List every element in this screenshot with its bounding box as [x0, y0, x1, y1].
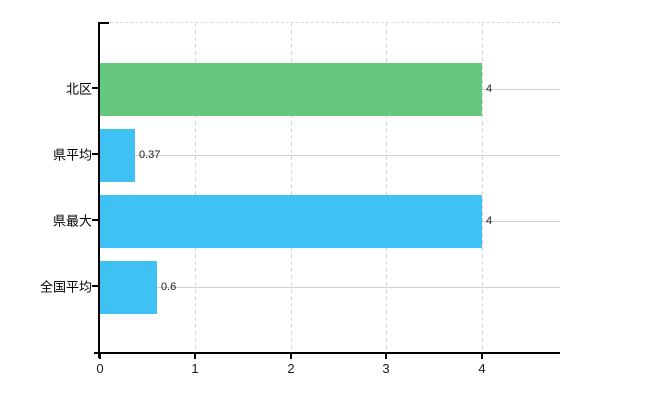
x-axis-tick-label: 3 [382, 361, 390, 376]
y-axis-label: 北区 [65, 81, 92, 97]
y-axis-label: 全国平均 [39, 279, 92, 295]
x-axis-tick [481, 354, 483, 359]
x-axis-tick [99, 354, 101, 359]
x-axis-line [94, 352, 560, 354]
bar [100, 261, 157, 314]
x-gridline [386, 23, 387, 352]
bar [100, 195, 482, 248]
x-axis-tick [290, 354, 292, 359]
category-gridline [100, 287, 560, 288]
y-axis-tick [92, 219, 98, 221]
x-gridline [195, 23, 196, 352]
x-axis-tick-label: 2 [287, 361, 295, 376]
x-axis-tick-label: 1 [191, 361, 199, 376]
y-axis-label: 県平均 [52, 147, 92, 163]
bar [100, 63, 482, 116]
y-axis-top-cap [98, 22, 109, 24]
y-axis-tick [92, 87, 98, 89]
x-axis-tick-label: 0 [96, 361, 104, 376]
y-axis-tick [92, 153, 98, 155]
y-axis-label: 県最大 [52, 213, 92, 229]
x-axis-tick-label: 4 [478, 361, 486, 376]
x-axis-tick [385, 354, 387, 359]
x-axis-tick [194, 354, 196, 359]
x-gridline [482, 23, 483, 352]
bar-value-label: 4 [486, 215, 493, 227]
bar [100, 129, 135, 182]
plot-area: 4 0.37 4 0.6 [100, 22, 560, 352]
category-gridline [100, 155, 560, 156]
bar-value-label: 0.6 [161, 281, 177, 293]
x-gridline [291, 23, 292, 352]
y-axis-tick [92, 285, 98, 287]
bar-value-label: 0.37 [139, 149, 161, 161]
y-axis-line [98, 22, 100, 358]
bar-value-label: 4 [486, 83, 493, 95]
